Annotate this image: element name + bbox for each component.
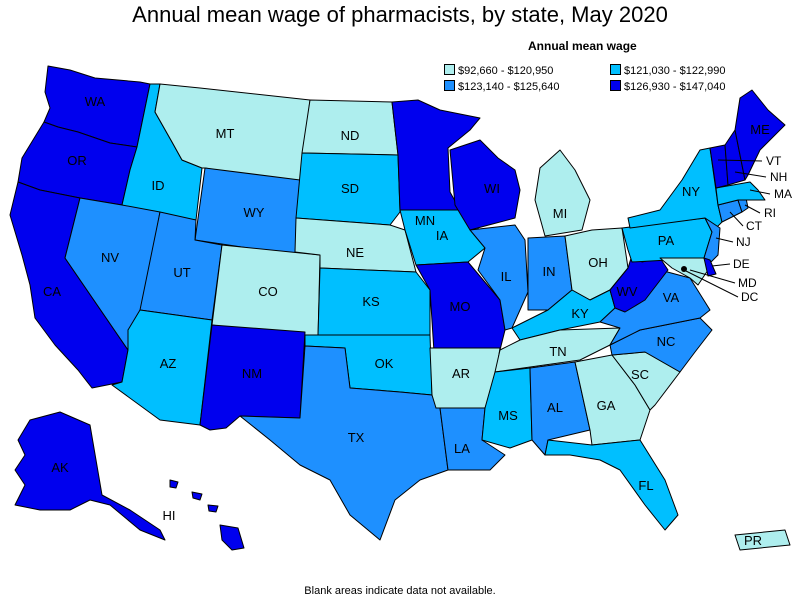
label-mt: MT [216, 126, 235, 141]
label-nd: ND [341, 128, 360, 143]
map-title: Annual mean wage of pharmacists, by stat… [132, 2, 668, 27]
label-la: LA [454, 441, 470, 456]
state-mt[interactable] [154, 83, 311, 186]
state-hi[interactable] [219, 524, 245, 551]
label-wa: WA [85, 94, 106, 109]
legend-swatch-3 [444, 80, 455, 91]
label-co: CO [258, 284, 278, 299]
legend-item-3: $123,140 - $125,640 [444, 80, 560, 94]
label-ky: KY [571, 306, 589, 321]
label-tn: TN [549, 344, 566, 359]
state-ny[interactable] [627, 147, 723, 229]
label-nm: NM [242, 366, 262, 381]
label-pr: PR [744, 533, 762, 548]
callout-lines [683, 159, 771, 298]
label-hi: HI [163, 508, 176, 523]
label-or: OR [67, 153, 87, 168]
label-mo: MO [450, 299, 471, 314]
label-ri: RI [764, 206, 776, 220]
label-sc: SC [631, 367, 649, 382]
footnote: Blank areas indicate data not available. [304, 585, 496, 597]
label-me: ME [750, 122, 770, 137]
label-ut: UT [173, 265, 190, 280]
state-tx[interactable] [239, 345, 449, 541]
label-ms: MS [498, 408, 518, 423]
label-va: VA [663, 290, 680, 305]
label-pa: PA [658, 233, 675, 248]
label-ca: CA [43, 284, 61, 299]
label-nv: NV [101, 250, 119, 265]
label-il: IL [501, 269, 512, 284]
state-sd[interactable] [295, 152, 401, 226]
label-tx: TX [348, 430, 365, 445]
label-fl: FL [638, 478, 653, 493]
label-wi: WI [484, 181, 500, 196]
label-in: IN [543, 264, 556, 279]
state-hi-islands-3 [207, 504, 219, 513]
state-ma[interactable] [715, 181, 766, 206]
label-dc: DC [741, 290, 759, 304]
label-ny: NY [682, 184, 700, 199]
label-nh: NH [770, 170, 787, 184]
label-vt: VT [766, 154, 782, 168]
label-ok: OK [375, 356, 394, 371]
label-ar: AR [452, 366, 470, 381]
legend-title: Annual mean wage [528, 39, 637, 53]
legend-item-2: $121,030 - $122,990 [610, 64, 726, 78]
label-ne: NE [346, 245, 364, 260]
label-ks: KS [362, 294, 380, 309]
label-ia: IA [436, 228, 449, 243]
state-pr[interactable] [734, 529, 791, 551]
legend-item-4: $126,930 - $147,040 [610, 80, 726, 94]
legend-item-1: $92,660 - $120,950 [444, 64, 553, 78]
state-ks[interactable] [317, 267, 431, 336]
label-nj: NJ [736, 235, 751, 249]
legend-swatch-2 [610, 64, 621, 75]
label-wv: WV [617, 284, 638, 299]
label-ma: MA [774, 187, 792, 201]
state-mn[interactable] [391, 99, 481, 211]
state-mo[interactable] [415, 261, 506, 353]
legend-swatch-4 [610, 80, 621, 91]
state-hi-islands [169, 479, 179, 489]
label-ak: AK [51, 460, 69, 475]
state-il[interactable] [469, 224, 529, 331]
state-wv[interactable] [609, 254, 669, 313]
state-nm[interactable] [199, 324, 306, 431]
state-de[interactable] [703, 257, 717, 277]
label-id: ID [152, 178, 165, 193]
dc-marker [681, 266, 687, 272]
state-me[interactable] [734, 89, 786, 181]
label-nc: NC [657, 334, 676, 349]
legend-swatch-1 [444, 64, 455, 75]
state-fl[interactable] [544, 439, 679, 531]
label-mi: MI [553, 206, 567, 221]
label-al: AL [547, 400, 563, 415]
label-az: AZ [160, 356, 177, 371]
label-mn: MN [415, 213, 435, 228]
label-sd: SD [341, 181, 359, 196]
state-labels: WA OR CA ID NV MT WY UT AZ CO NM ND SD N… [43, 94, 792, 548]
label-md: MD [738, 276, 757, 290]
state-mi[interactable] [534, 149, 591, 237]
label-de: DE [733, 257, 750, 271]
label-ga: GA [597, 398, 616, 413]
state-hi-islands-2 [191, 491, 203, 501]
state-ak[interactable] [14, 411, 166, 541]
state-wi[interactable] [449, 139, 521, 231]
label-wy: WY [244, 205, 265, 220]
label-oh: OH [588, 255, 608, 270]
label-ct: CT [746, 219, 763, 233]
